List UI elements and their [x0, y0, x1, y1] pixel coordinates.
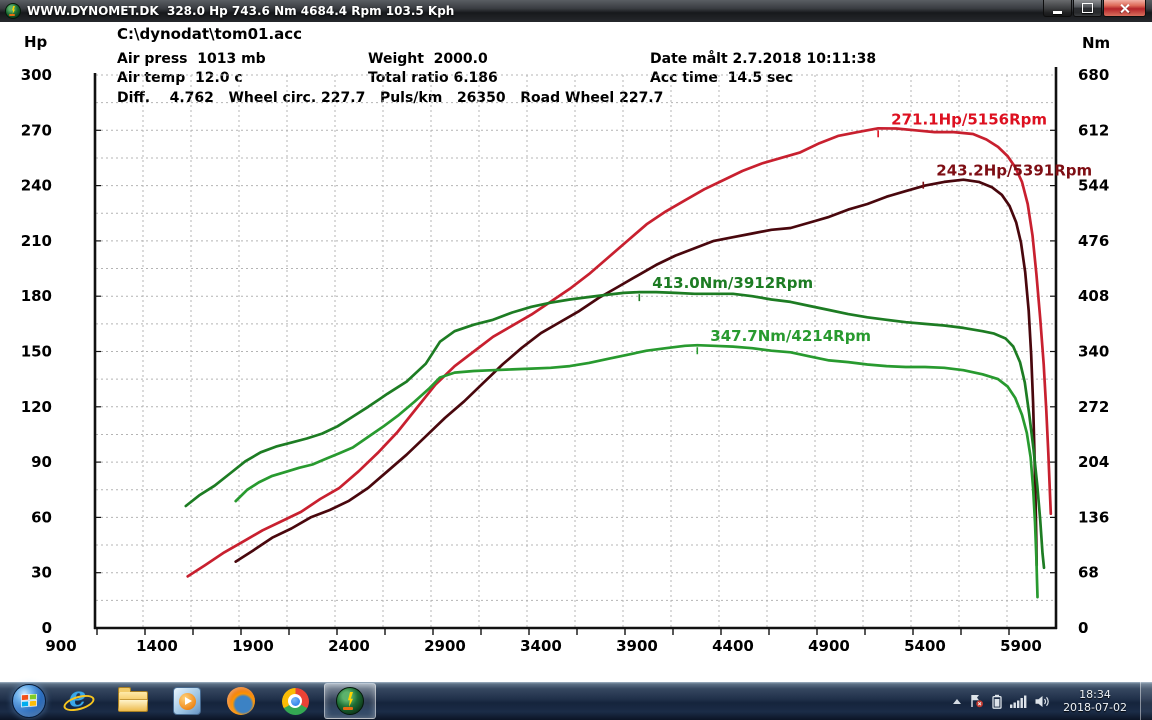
- taskbar-item-dynomet-active[interactable]: [324, 683, 376, 719]
- file-path: C:\dynodat\tom01.acc: [117, 25, 303, 43]
- folder-icon: [118, 686, 148, 712]
- maximize-icon: [1082, 3, 1093, 13]
- show-desktop-button[interactable]: [1140, 682, 1152, 720]
- start-button[interactable]: [12, 684, 46, 718]
- windows-logo-icon: [21, 694, 37, 708]
- close-icon: [1119, 3, 1130, 14]
- total-ratio-value: Total ratio 6.186: [368, 70, 498, 86]
- weight-value: Weight 2000.0: [368, 51, 488, 67]
- date-measured-value: Date målt 2.7.2018 10:11:38: [650, 51, 877, 67]
- firefox-icon: [227, 687, 255, 715]
- minimize-button[interactable]: [1043, 0, 1072, 17]
- window-titlebar: WWW.DYNOMET.DK 328.0 Hp 743.6 Nm 4684.4 …: [0, 0, 1152, 22]
- dyno-app-window: C:\dynodat\tom01.acc Air press 1013 mb A…: [0, 22, 1152, 682]
- network-signal-icon[interactable]: [1010, 695, 1027, 708]
- taskbar-clock[interactable]: 18:34 2018-07-02: [1058, 688, 1132, 714]
- clock-time: 18:34: [1079, 688, 1111, 701]
- battery-icon[interactable]: [992, 694, 1002, 709]
- app-window-icon: [5, 3, 21, 19]
- internet-explorer-icon: [64, 682, 94, 715]
- taskbar-item-windows-explorer[interactable]: [108, 684, 158, 718]
- minimize-icon: [1053, 10, 1062, 14]
- chrome-icon: [281, 687, 309, 715]
- action-center-flag-icon[interactable]: [969, 694, 984, 708]
- taskbar-item-chrome[interactable]: [270, 684, 320, 718]
- maximize-button[interactable]: [1073, 0, 1102, 17]
- taskbar: 18:34 2018-07-02: [0, 682, 1152, 720]
- taskbar-item-internet-explorer[interactable]: [54, 682, 104, 718]
- speaker-icon[interactable]: [1035, 695, 1050, 708]
- dynomet-icon: [336, 687, 364, 715]
- taskbar-item-media-player[interactable]: [162, 684, 212, 718]
- show-hidden-icons-button[interactable]: [953, 698, 962, 704]
- taskbar-item-firefox[interactable]: [216, 684, 266, 718]
- system-tray: 18:34 2018-07-02: [953, 682, 1152, 720]
- air-press-value: Air press 1013 mb: [117, 51, 266, 67]
- close-button[interactable]: [1103, 0, 1146, 17]
- drivetrain-values: Diff. 4.762 Wheel circ. 227.7 Puls/km 26…: [117, 90, 664, 106]
- media-player-icon: [173, 687, 201, 715]
- air-temp-value: Air temp 12.0 c: [117, 70, 243, 86]
- window-controls: [1043, 0, 1146, 17]
- clock-date: 2018-07-02: [1063, 701, 1127, 714]
- window-title: WWW.DYNOMET.DK 328.0 Hp 743.6 Nm 4684.4 …: [27, 4, 455, 18]
- acc-time-value: Acc time 14.5 sec: [650, 70, 794, 86]
